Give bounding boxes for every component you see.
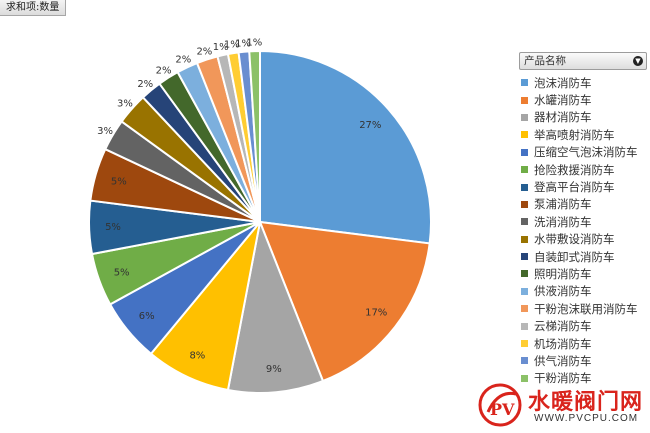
legend-item: 抢险救援消防车: [519, 161, 647, 178]
slice-label: 2%: [137, 79, 153, 90]
slice-label: 17%: [365, 308, 387, 319]
legend-label: 供气消防车: [534, 353, 592, 368]
pie-slice: [226, 218, 325, 394]
legend-swatch: [521, 79, 528, 87]
legend-label: 照明消防车: [534, 266, 592, 281]
legend-swatch: [521, 270, 528, 278]
watermark-logo: PV: [478, 383, 522, 427]
legend-swatch: [521, 218, 528, 226]
legend-item: 泡沫消防车: [519, 74, 647, 91]
legend-label: 泵浦消防车: [534, 197, 592, 212]
legend-item: 照明消防车: [519, 265, 647, 282]
legend-item: 登高平台消防车: [519, 178, 647, 195]
legend-label: 压缩空气泡沫消防车: [534, 145, 638, 160]
legend-item: 干粉泡沫联用消防车: [519, 300, 647, 317]
legend-swatch: [521, 183, 528, 191]
legend-label: 云梯消防车: [534, 319, 592, 334]
slice-label: 1%: [235, 38, 251, 49]
values-field-button[interactable]: 求和项:数量: [0, 0, 67, 16]
legend-label: 供液消防车: [534, 284, 592, 299]
watermark-title: 水暖阀门网: [528, 390, 644, 415]
legend-label: 干粉泡沫联用消防车: [534, 301, 638, 316]
legend-swatch: [521, 322, 528, 330]
legend: 产品名称 ▼ 泡沫消防车水罐消防车器材消防车举高喷射消防车压缩空气泡沫消防车 抢险…: [519, 52, 647, 387]
slice-label: 3%: [97, 126, 113, 137]
legend-label: 抢险救援消防车: [534, 162, 615, 177]
pie-slice: [258, 220, 431, 383]
legend-swatch: [521, 340, 528, 348]
legend-item: 干粉消防车: [519, 370, 647, 387]
slice-label: 8%: [189, 351, 205, 362]
pie-chart: 27%17%9%8%6%5%5%5%3%3%2%2%2%2% 1%1%1%1%: [88, 38, 432, 394]
slice-label: 9%: [266, 364, 282, 375]
slice-label: 2%: [156, 66, 172, 77]
legend-item: 举高喷射消防车: [519, 126, 647, 143]
legend-swatch: [521, 113, 528, 121]
legend-item: 泵浦消防车: [519, 196, 647, 213]
watermark-url: WWW.PVCPU.COM: [534, 413, 639, 424]
slice-label: 1%: [213, 42, 229, 53]
legend-label: 洗消消防车: [534, 214, 592, 229]
slice-label: 1%: [224, 40, 240, 51]
legend-swatch: [521, 287, 528, 295]
slice-label: 5%: [111, 176, 127, 187]
pie-slice: [248, 49, 261, 223]
slice-label: 2%: [175, 55, 191, 66]
legend-label: 水带敷设消防车: [534, 232, 615, 247]
legend-label: 水罐消防车: [534, 93, 592, 108]
legend-label: 干粉消防车: [534, 371, 592, 386]
legend-item: 压缩空气泡沫消防车: [519, 144, 647, 161]
legend-swatch: [521, 235, 528, 243]
legend-label: 泡沫消防车: [534, 75, 592, 90]
slice-label: 1%: [246, 38, 262, 49]
legend-item: 机场消防车: [519, 335, 647, 352]
legend-swatch: [521, 131, 528, 139]
legend-label: 自装卸式消防车: [534, 249, 615, 264]
category-field-button[interactable]: 产品名称 ▼: [519, 52, 647, 70]
legend-item: 洗消消防车: [519, 213, 647, 230]
legend-label: 登高平台消防车: [534, 180, 615, 195]
legend-item: 器材消防车: [519, 109, 647, 126]
legend-item: 供气消防车: [519, 352, 647, 369]
legend-swatch: [521, 305, 528, 313]
slice-label: 6%: [139, 311, 155, 322]
dropdown-arrow-icon[interactable]: ▼: [633, 56, 643, 66]
legend-swatch: [521, 96, 528, 104]
slice-label: 3%: [117, 98, 133, 109]
slice-label: 5%: [105, 222, 121, 233]
category-field-label: 产品名称: [524, 55, 566, 67]
legend-swatch: [521, 374, 528, 382]
legend-list: 泡沫消防车水罐消防车器材消防车举高喷射消防车压缩空气泡沫消防车 抢险救援消防车 登高…: [519, 74, 647, 387]
legend-item: 自装卸式消防车: [519, 248, 647, 265]
legend-item: 供液消防车: [519, 283, 647, 300]
legend-swatch: [521, 148, 528, 156]
legend-swatch: [521, 166, 528, 174]
slice-label: 27%: [359, 120, 381, 131]
legend-item: 云梯消防车: [519, 317, 647, 334]
legend-label: 举高喷射消防车: [534, 127, 615, 142]
slice-label: 5%: [114, 267, 130, 278]
watermark: PV 水暖阀门网 WWW.PVCPU.COM: [476, 382, 646, 430]
legend-label: 器材消防车: [534, 110, 592, 125]
legend-item: 水带敷设消防车: [519, 231, 647, 248]
svg-text:PV: PV: [490, 400, 515, 419]
slice-label: 2%: [196, 46, 212, 57]
legend-label: 机场消防车: [534, 336, 592, 351]
legend-item: 水罐消防车: [519, 91, 647, 108]
legend-swatch: [521, 200, 528, 208]
legend-swatch: [521, 357, 528, 365]
pie-slice: [259, 49, 432, 245]
legend-swatch: [521, 253, 528, 261]
